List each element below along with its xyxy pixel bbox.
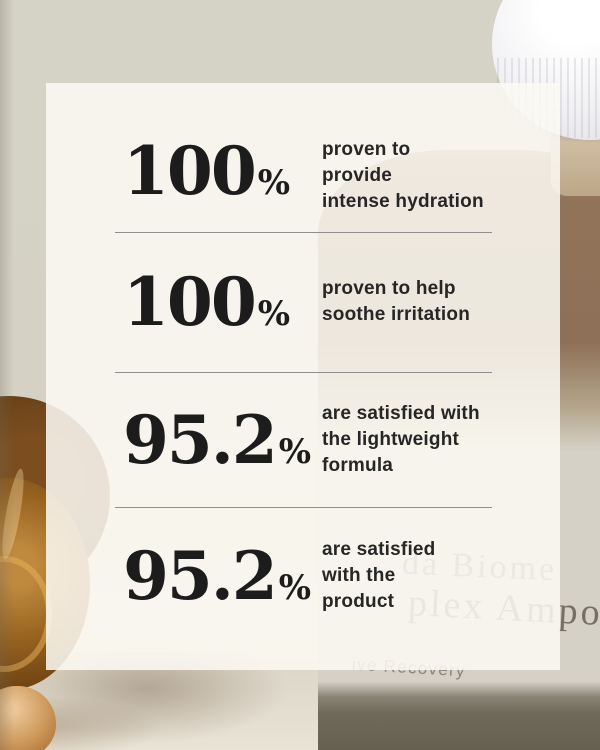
stat-row-satisfaction: 95.2% are satisfied with the product (46, 508, 560, 670)
stat-value: 95.2% (123, 543, 322, 609)
percent-sign: % (278, 567, 312, 608)
divider-line (115, 232, 492, 234)
percent-sign: % (278, 431, 312, 472)
stat-number: 95.2 (123, 536, 278, 615)
stat-number: 100 (123, 263, 257, 342)
percent-sign: % (257, 162, 291, 203)
stat-description: are satisfied with the lightweight formu… (322, 402, 480, 476)
divider-line (115, 371, 492, 373)
stat-row-soothing: 100% proven to help soothe irritation (46, 233, 560, 371)
stat-number: 95.2 (123, 400, 278, 479)
stat-description: proven to help soothe irritation (322, 278, 471, 326)
stat-row-lightweight: 95.2% are satisfied with the lightweight… (46, 373, 560, 507)
stat-value: 100% (123, 269, 322, 335)
stat-description: proven to provide intense hydration (322, 138, 484, 212)
divider-line (115, 506, 492, 508)
stat-value: 100% (123, 138, 322, 204)
percent-sign: % (257, 294, 291, 335)
stat-number: 100 (123, 131, 257, 210)
edge-vignette (0, 0, 14, 750)
stat-value: 95.2% (123, 407, 322, 473)
stats-card: 100% proven to provide intense hydration… (46, 83, 560, 670)
stat-description: are satisfied with the product (322, 538, 436, 612)
stat-row-hydration: 100% proven to provide intense hydration (46, 83, 560, 232)
